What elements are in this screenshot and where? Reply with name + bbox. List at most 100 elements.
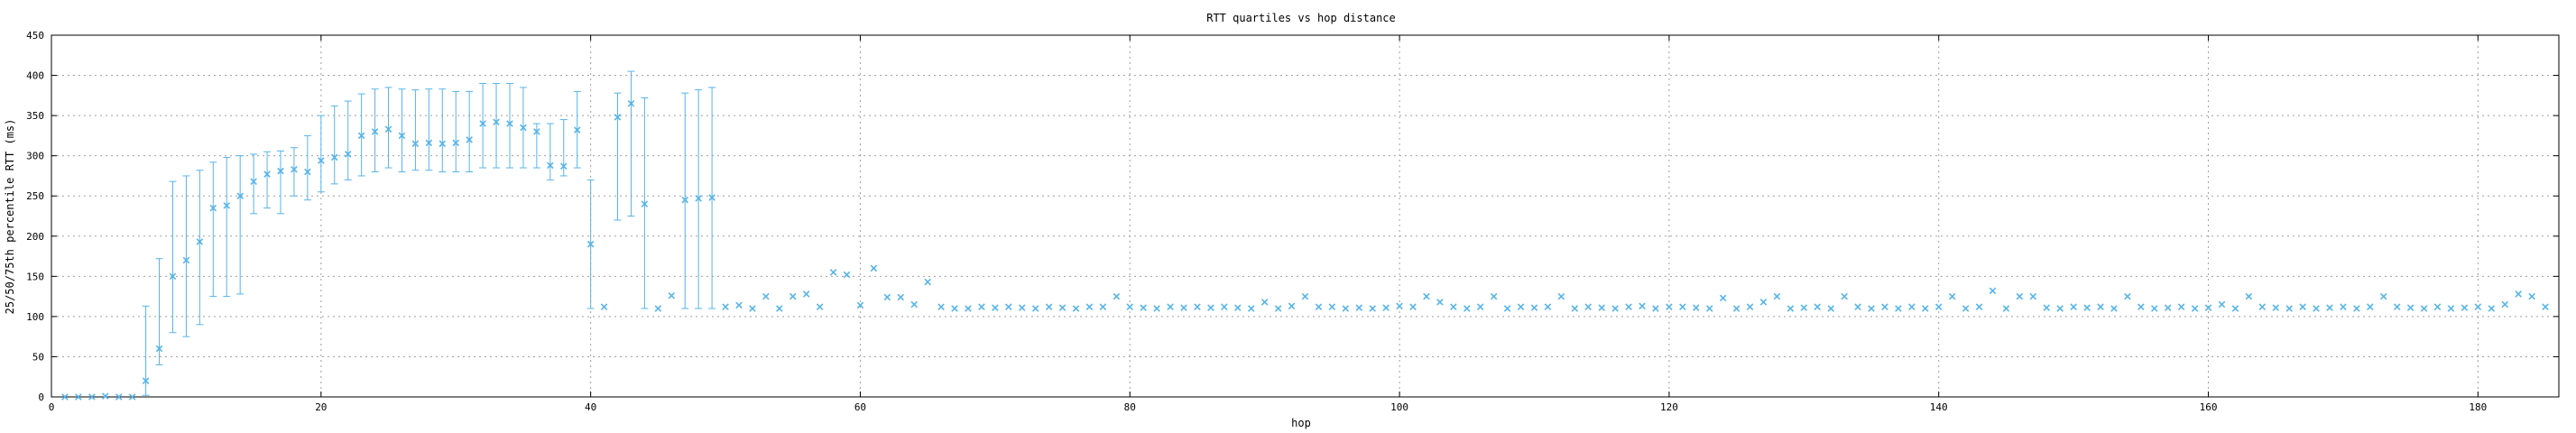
data-point — [223, 202, 230, 209]
y-tick-label: 450 — [26, 30, 44, 41]
data-point — [1934, 303, 1943, 310]
x-axis-label: hop — [1291, 417, 1311, 429]
data-point — [425, 139, 433, 147]
data-point — [169, 272, 177, 281]
error-bar — [546, 123, 554, 180]
data-point — [2406, 304, 2414, 311]
data-point — [2043, 304, 2051, 311]
data-point — [75, 393, 82, 401]
data-point — [2433, 303, 2442, 310]
y-tick-label: 100 — [26, 311, 44, 323]
data-point — [1045, 303, 1053, 310]
data-point — [1895, 305, 1902, 312]
y-axis-label: 25/50/75th percentile RTT (ms) — [4, 119, 16, 315]
data-point — [2285, 305, 2293, 312]
data-point — [1058, 304, 1066, 311]
error-bar — [532, 123, 540, 169]
data-point — [1948, 292, 1956, 300]
data-point — [1854, 303, 1861, 310]
data-point — [1732, 305, 1740, 312]
data-point — [330, 153, 338, 161]
data-point — [1221, 303, 1228, 310]
y-tick-label: 50 — [32, 351, 44, 363]
data-point — [1167, 303, 1174, 310]
data-point — [250, 178, 257, 185]
data-point — [1975, 303, 1983, 310]
error-bar — [344, 100, 352, 180]
data-point — [1247, 305, 1255, 312]
error-bar — [425, 88, 433, 171]
data-point — [506, 120, 513, 127]
data-point — [614, 114, 622, 121]
error-bar — [223, 156, 231, 298]
data-point — [155, 345, 163, 353]
data-point — [88, 393, 96, 401]
data-point — [1180, 304, 1187, 311]
x-tick-label: 120 — [1660, 401, 1678, 413]
data-point — [493, 118, 500, 126]
data-point — [384, 125, 392, 134]
data-point — [1557, 292, 1565, 300]
data-point — [1652, 305, 1659, 312]
data-point — [641, 200, 649, 207]
data-point — [1800, 304, 1808, 311]
data-point — [1476, 303, 1484, 310]
data-point — [1382, 304, 1390, 311]
data-point — [1517, 303, 1525, 310]
data-point — [479, 120, 486, 127]
data-point — [600, 303, 608, 310]
data-point — [937, 303, 945, 310]
data-point — [1705, 305, 1713, 312]
data-point — [722, 303, 729, 310]
error-bar — [290, 147, 298, 197]
data-point — [2083, 304, 2091, 311]
data-point — [2124, 292, 2131, 300]
data-point — [452, 139, 459, 147]
data-point — [1503, 305, 1511, 312]
data-point — [398, 132, 406, 140]
data-point — [2542, 303, 2549, 310]
data-point — [1301, 292, 1309, 300]
data-series — [61, 70, 2549, 401]
error-bar — [439, 88, 447, 172]
data-point — [856, 301, 864, 309]
data-point — [277, 167, 284, 175]
y-tick-label: 400 — [26, 70, 44, 82]
error-bar — [466, 90, 474, 172]
data-point — [1584, 303, 1593, 310]
data-point — [533, 128, 540, 135]
data-point — [2420, 305, 2428, 312]
error-bar — [317, 115, 325, 193]
data-point — [1639, 302, 1646, 310]
data-point — [1544, 303, 1552, 310]
data-point — [1031, 305, 1039, 312]
data-point — [1719, 294, 1727, 302]
error-bar — [559, 119, 568, 177]
data-point — [1841, 292, 1848, 300]
data-point — [1490, 292, 1498, 300]
data-point — [2299, 303, 2306, 310]
x-tick-label: 180 — [2469, 401, 2487, 413]
error-bar — [411, 89, 420, 171]
data-point — [357, 132, 365, 140]
data-point — [749, 305, 756, 312]
data-point — [1140, 304, 1147, 311]
data-point — [1315, 303, 1323, 310]
data-point — [2501, 300, 2509, 309]
data-point — [1625, 303, 1632, 310]
error-bar — [452, 90, 460, 172]
data-point — [978, 303, 985, 310]
y-tick-label: 0 — [38, 392, 44, 403]
data-point — [1611, 305, 1619, 312]
data-point — [789, 292, 797, 300]
data-point — [115, 393, 123, 401]
error-bar — [155, 258, 163, 365]
data-point — [870, 264, 878, 272]
data-point — [992, 304, 999, 311]
data-point — [1194, 303, 1201, 310]
data-point — [897, 293, 905, 301]
error-bar — [371, 88, 379, 172]
data-point — [843, 271, 851, 279]
error-bar — [505, 82, 513, 169]
data-point — [924, 278, 931, 286]
